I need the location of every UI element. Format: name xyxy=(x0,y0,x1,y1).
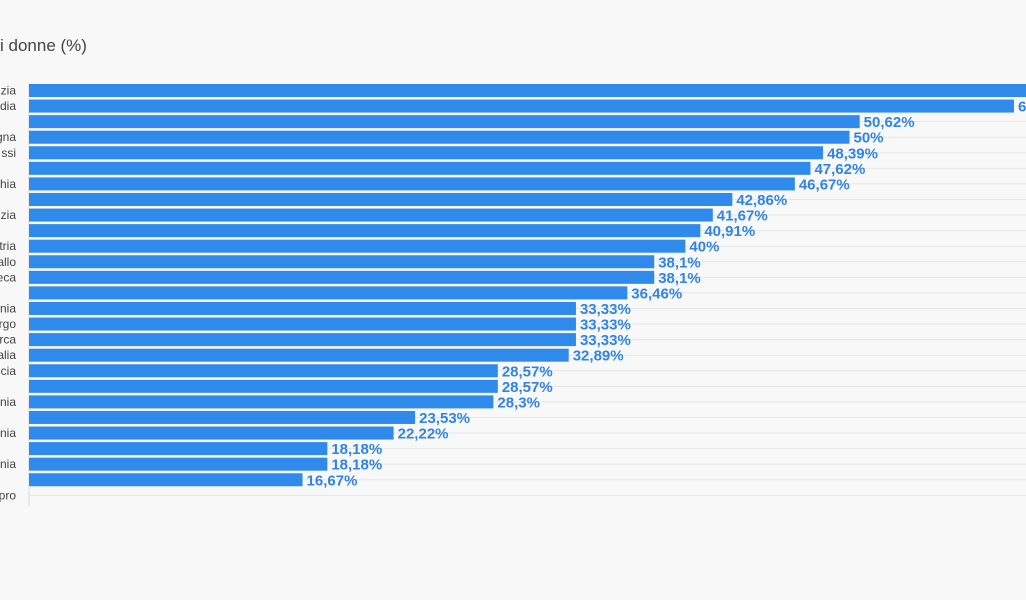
bar[interactable] xyxy=(29,317,576,331)
bar[interactable] xyxy=(29,379,498,393)
bar[interactable] xyxy=(29,286,628,300)
category-label: nia xyxy=(0,426,16,440)
value-label: 38,1% xyxy=(658,254,701,271)
value-label: 50% xyxy=(854,130,884,147)
value-label: 46,67% xyxy=(799,176,850,193)
category-label: rgo xyxy=(0,317,16,331)
value-label: 50,62% xyxy=(864,114,915,131)
value-label: 33,33% xyxy=(580,317,631,334)
category-label: gna xyxy=(0,130,16,144)
value-label: 40% xyxy=(689,239,719,256)
value-label: 47,62% xyxy=(814,161,865,178)
value-label: 28,3% xyxy=(497,394,540,411)
bar[interactable] xyxy=(29,255,655,269)
bar[interactable] xyxy=(29,115,860,129)
value-label: 42,86% xyxy=(736,192,787,209)
bar[interactable] xyxy=(29,442,328,456)
bar[interactable] xyxy=(29,192,733,206)
bar[interactable] xyxy=(29,224,701,238)
value-label: 22,22% xyxy=(398,426,449,443)
category-label: allo xyxy=(0,255,16,269)
bar[interactable] xyxy=(29,177,795,191)
value-label: 41,67% xyxy=(717,208,768,225)
value-label: 33,33% xyxy=(580,301,631,318)
bar[interactable] xyxy=(29,457,328,471)
bar[interactable] xyxy=(29,348,569,362)
value-label: 16,67% xyxy=(307,472,358,489)
bar[interactable] xyxy=(29,426,394,440)
category-label: zia xyxy=(1,84,17,98)
bar[interactable] xyxy=(29,146,824,160)
value-label: 33,33% xyxy=(580,332,631,349)
category-label: nia xyxy=(0,395,16,409)
bar[interactable] xyxy=(29,84,1026,97)
value-label: 32,89% xyxy=(573,348,624,365)
bar[interactable] xyxy=(29,333,576,347)
value-label: 38,1% xyxy=(658,270,701,287)
category-label: nia xyxy=(0,457,16,471)
bar[interactable] xyxy=(29,410,416,424)
category-label: tria xyxy=(0,239,16,253)
bar[interactable] xyxy=(29,364,498,378)
category-label: cia xyxy=(1,364,17,378)
category-label: eca xyxy=(0,270,16,284)
value-label: 36,46% xyxy=(631,285,682,302)
value-label: 28,57% xyxy=(502,363,553,380)
value-label: 23,53% xyxy=(419,410,470,427)
value-label: 40,91% xyxy=(704,223,755,240)
bar[interactable] xyxy=(29,208,713,222)
chart-title: i donne (%) xyxy=(0,36,87,55)
category-label: dia xyxy=(0,99,16,113)
bar[interactable] xyxy=(29,130,850,144)
category-label: alia xyxy=(0,348,16,362)
bar[interactable] xyxy=(29,395,494,409)
bar[interactable] xyxy=(29,270,655,284)
category-label: nia xyxy=(0,301,16,315)
value-label: 18,18% xyxy=(331,457,382,474)
bar[interactable] xyxy=(29,161,811,175)
bar[interactable] xyxy=(29,301,576,315)
category-label: pro xyxy=(0,488,16,502)
value-label: 48,39% xyxy=(827,145,878,162)
bar[interactable] xyxy=(29,473,303,487)
value-label: 6 xyxy=(1018,99,1026,116)
category-label: ssi xyxy=(1,146,16,160)
category-label: rca xyxy=(0,333,16,347)
bar[interactable] xyxy=(29,239,686,253)
category-label: hia xyxy=(0,177,16,191)
value-label: 18,18% xyxy=(331,441,382,458)
bar[interactable] xyxy=(29,99,1014,113)
category-label: zia xyxy=(1,208,17,222)
value-label: 28,57% xyxy=(502,379,553,396)
